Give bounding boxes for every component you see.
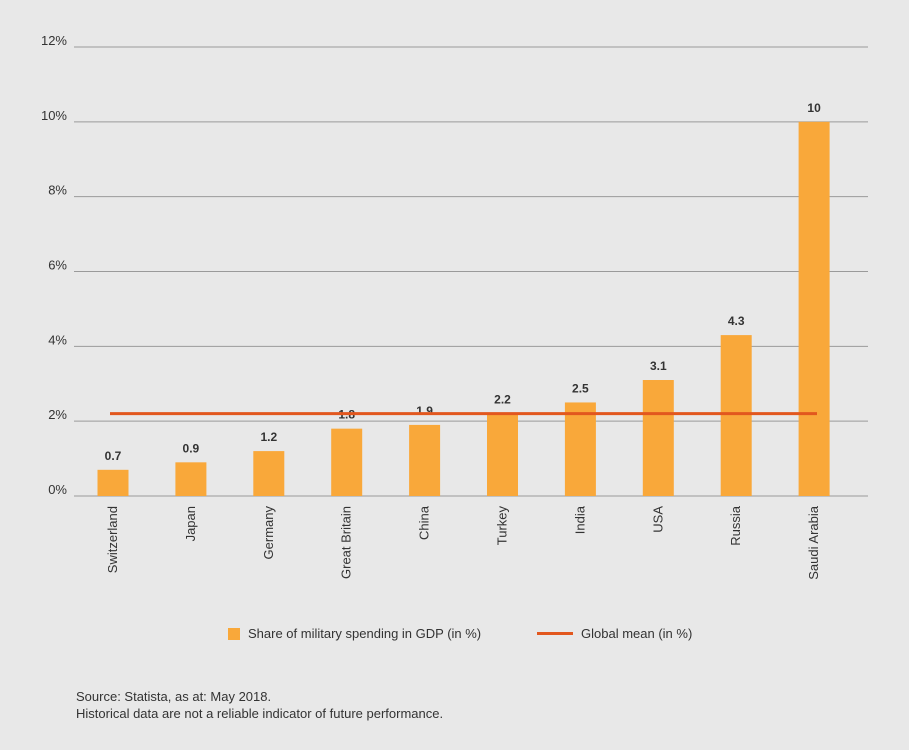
bar [487, 413, 518, 496]
x-tick-label: Germany [261, 506, 276, 560]
legend-swatch-bar [228, 627, 240, 640]
legend-item-mean: Global mean (in %) [537, 626, 692, 641]
x-tick-label: Russia [728, 505, 743, 546]
bar-value-label: 2.2 [494, 393, 511, 407]
bar [720, 335, 752, 496]
legend-label-bar: Share of military spending in GDP (in %) [248, 626, 482, 641]
y-tick-label: 6% [48, 258, 67, 273]
bar [175, 462, 207, 496]
bar-value-label: 1.9 [416, 404, 433, 418]
bar-value-label: 0.9 [183, 441, 200, 455]
y-tick-label: 12% [41, 33, 67, 48]
x-tick-label: China [417, 505, 432, 540]
y-tick-label: 8% [48, 183, 67, 198]
bar [97, 469, 129, 496]
bar-value-label: 2.5 [572, 381, 589, 395]
bar [253, 451, 285, 496]
bar-value-label: 1.2 [260, 430, 277, 444]
legend-item-bar: Share of military spending in GDP (in %) [228, 626, 481, 641]
y-tick-label: 2% [48, 407, 67, 422]
bar [642, 380, 674, 496]
source-text: Source: Statista, as at: May 2018. [76, 689, 272, 704]
legend-label-mean: Global mean (in %) [581, 626, 693, 641]
y-tick-label: 10% [41, 108, 67, 123]
disclaimer-text: Historical data are not a reliable indic… [76, 706, 444, 721]
bar [409, 424, 441, 496]
bar-value-label: 4.3 [728, 314, 745, 328]
x-tick-label: USA [650, 506, 665, 533]
bar [331, 428, 363, 496]
x-tick-label: Switzerland [105, 506, 120, 573]
x-tick-label: Great Britain [339, 506, 354, 579]
bar-value-label: 0.7 [105, 449, 122, 463]
source-note: Source: Statista, as at: May 2018. Histo… [76, 688, 443, 722]
x-tick-label: India [572, 505, 587, 534]
bar-chart: 0% 2% 4% 6% 8% 10% 12% 0.7 Switzerland 0.9 Japan 1.… [41, 33, 868, 580]
y-tick-label: 0% [48, 482, 67, 497]
bar-value-label: 10 [807, 101, 821, 115]
x-tick-label: Japan [183, 506, 198, 541]
bar [564, 402, 596, 496]
y-tick-label: 4% [48, 332, 67, 347]
bar-value-label: 3.1 [650, 359, 667, 373]
x-tick-label: Saudi Arabia [806, 505, 821, 579]
bar [798, 121, 830, 496]
legend-swatch-mean-line [537, 632, 573, 635]
x-tick-label: Turkey [495, 506, 510, 546]
